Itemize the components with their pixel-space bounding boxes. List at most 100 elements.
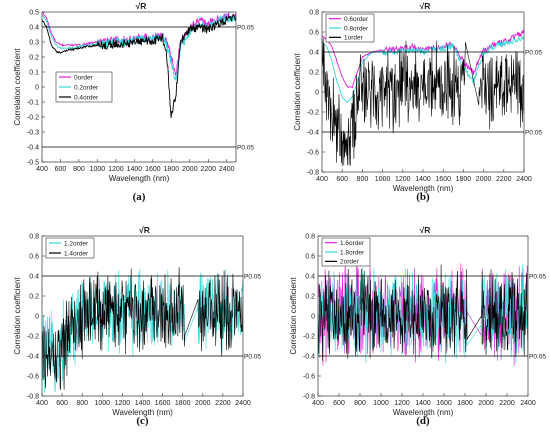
x-tick-label: 600	[333, 400, 345, 407]
threshold-label: P0.05	[237, 25, 254, 32]
y-axis-label: Correlation coefficient	[293, 53, 302, 131]
x-tick-label: 1000	[373, 400, 389, 407]
legend-entry: 2order	[340, 259, 360, 266]
threshold-label: P0.05	[529, 274, 546, 281]
y-tick-label: -0.8	[27, 394, 39, 401]
threshold-label: P0.05	[237, 145, 254, 152]
y-tick-label: -0.1	[27, 100, 39, 107]
x-tick-label: 1800	[175, 400, 191, 407]
y-tick-label: -0.4	[27, 354, 39, 361]
x-tick-label: 2400	[516, 176, 532, 183]
legend: 1.6order 1.8order 2order	[321, 237, 371, 267]
x-tick-label: 1800	[457, 400, 473, 407]
y-tick-label: -0.2	[303, 334, 315, 341]
series-line-0.4order	[42, 13, 236, 119]
y-tick-label: 0.8	[309, 10, 319, 17]
series-line-1order	[322, 37, 524, 167]
x-tick-label: 1200	[395, 176, 411, 183]
x-tick-label: 800	[357, 176, 369, 183]
y-tick-label: -0.8	[307, 170, 319, 177]
legend-entry: 1.8order	[340, 249, 365, 256]
x-tick-label: 1800	[456, 176, 472, 183]
legend-entry: 0.8order	[344, 25, 369, 32]
threshold-label: P0.05	[525, 50, 542, 57]
x-tick-label: 1400	[127, 166, 143, 173]
legend-entry: 1order	[344, 35, 364, 42]
series-line-1.4order	[42, 267, 243, 390]
legend-entry: 0.6order	[344, 16, 369, 23]
panel-label: (d)	[416, 415, 430, 427]
x-tick-label: 2200	[499, 400, 515, 407]
y-tick-label: 0.3	[29, 40, 39, 47]
x-tick-label: 2000	[476, 176, 492, 183]
threshold-label: P0.05	[244, 354, 261, 361]
threshold-label: P0.05	[244, 274, 261, 281]
x-tick-label: 400	[312, 400, 324, 407]
x-tick-label: 600	[55, 166, 67, 173]
panel-b: P0.05 P0.05 400 600 800 1000 1200 1400 1600 1800 2…	[293, 1, 542, 203]
x-tick-label: 1000	[95, 400, 111, 407]
y-tick-label: 0.2	[29, 294, 39, 301]
y-tick-label: -0.6	[307, 150, 319, 157]
panel-c: P0.05 P0.05 400 600 800 1000 1200 1400 1600 1800 2…	[13, 225, 261, 427]
x-tick-label: 2000	[478, 400, 494, 407]
threshold-label: P0.05	[525, 130, 542, 137]
panel-label: (c)	[136, 415, 149, 427]
x-axis-label: Wavelength (nm)	[109, 174, 170, 183]
y-tick-label: 0.4	[29, 274, 39, 281]
y-tick-label: 0.6	[305, 254, 315, 261]
x-tick-label: 1600	[145, 166, 161, 173]
y-tick-label: 0.2	[305, 294, 315, 301]
x-tick-label: 1400	[415, 400, 431, 407]
x-tick-label: 1800	[164, 166, 180, 173]
panel-label: (a)	[133, 191, 146, 203]
x-tick-label: 800	[73, 166, 85, 173]
x-tick-label: 2200	[496, 176, 512, 183]
legend-entry: 0.2order	[74, 84, 99, 91]
panel-label: (b)	[416, 191, 430, 203]
legend: 0.6order 0.8order 1order	[325, 13, 375, 43]
x-tick-label: 1400	[415, 176, 431, 183]
chart-title: √R	[139, 225, 150, 235]
chart-title: √R	[420, 225, 431, 235]
y-tick-label: 0	[35, 314, 39, 321]
legend-entry: 0.4order	[74, 94, 99, 101]
x-tick-label: 2000	[195, 400, 211, 407]
y-tick-label: 0.6	[29, 254, 39, 261]
series-line-1.2order	[42, 269, 243, 394]
y-tick-label: -0.2	[27, 115, 39, 122]
x-tick-label: 600	[336, 176, 348, 183]
y-tick-label: -0.6	[27, 374, 39, 381]
y-tick-label: 0.6	[309, 30, 319, 37]
y-tick-label: 0.8	[29, 234, 39, 241]
x-tick-label: 2200	[200, 166, 216, 173]
y-tick-label: 0.8	[305, 234, 315, 241]
x-tick-label: 1400	[135, 400, 151, 407]
y-tick-label: 0.5	[29, 10, 39, 17]
x-tick-label: 1200	[108, 166, 124, 173]
x-tick-label: 2200	[215, 400, 231, 407]
legend-entry: 1.4order	[64, 250, 89, 257]
y-axis-label: Correlation coefficient	[13, 48, 22, 126]
legend-entry: 1.6order	[340, 240, 365, 247]
x-tick-label: 1000	[375, 176, 391, 183]
x-tick-label: 1000	[90, 166, 106, 173]
x-axis-label: Wavelength (nm)	[112, 408, 173, 417]
chart-title: √R	[420, 1, 431, 11]
legend-entry: 1.2order	[64, 240, 89, 247]
y-tick-label: -0.4	[303, 354, 315, 361]
x-tick-label: 800	[76, 400, 88, 407]
y-tick-label: -0.4	[307, 130, 319, 137]
y-tick-label: 0.1	[29, 70, 39, 77]
y-tick-label: 0.2	[309, 70, 319, 77]
y-tick-label: -0.2	[307, 110, 319, 117]
y-tick-label: -0.8	[303, 394, 315, 401]
y-tick-label: 0	[315, 90, 319, 97]
x-tick-label: 2400	[520, 400, 536, 407]
x-tick-label: 2000	[182, 166, 198, 173]
panel-d: P0.05 P0.05 400 600 800 1000 1200 1400 1600 1800 2…	[289, 225, 546, 427]
y-tick-label: 0	[311, 314, 315, 321]
x-tick-label: 2400	[219, 166, 235, 173]
chart-title: √R	[136, 1, 147, 11]
